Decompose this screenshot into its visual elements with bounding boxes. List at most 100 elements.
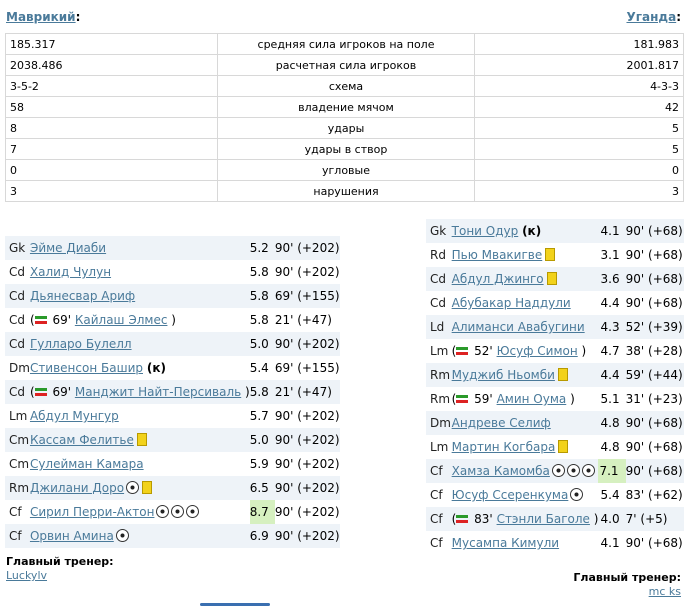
goal-ball-icon <box>186 505 200 518</box>
player-minutes: 90' (+68) <box>625 531 684 555</box>
stat-away-value: 5 <box>474 138 684 160</box>
player-minutes: 90' (+68) <box>625 435 684 459</box>
player-cell: Орвин Амина <box>29 524 250 548</box>
player-link[interactable]: Амин Оума <box>496 392 567 406</box>
home-team-header: Маврикий: <box>6 10 80 24</box>
yellow-card-icon <box>558 440 569 453</box>
player-minutes: 21' (+47) <box>274 308 340 332</box>
player-rating: 7.1 <box>598 459 626 483</box>
player-rating: 3.1 <box>598 243 626 267</box>
player-cell: ( 52' Юсуф Симон ) <box>451 339 599 363</box>
player-link[interactable]: Алиманси Авабугини <box>451 320 585 334</box>
away-coach-link[interactable]: mc ks <box>648 585 681 598</box>
stat-label: угловые <box>217 159 475 181</box>
player-row: Cd Халид Чулун 5.8 90' (+202) <box>5 260 340 284</box>
stats-row: 3-5-2 схема 4-3-3 <box>5 75 684 97</box>
player-rating: 4.3 <box>598 315 626 339</box>
player-row: Cd Абдул Джинго 3.6 90' (+68) <box>426 267 684 291</box>
player-cell: Абубакар Наддули <box>451 291 599 315</box>
player-position: Cm <box>5 452 30 476</box>
player-link[interactable]: Мартин Когбара <box>451 440 556 454</box>
scroll-indicator <box>200 603 270 606</box>
player-link[interactable]: Абдул Джинго <box>451 272 544 286</box>
player-link[interactable]: Стивенсон Башир <box>29 361 143 375</box>
player-link[interactable]: Халид Чулун <box>29 265 112 279</box>
player-link[interactable]: Сулейман Камара <box>29 457 144 471</box>
player-minutes: 59' (+44) <box>625 363 684 387</box>
player-rating: 5.8 <box>249 260 275 284</box>
yellow-card-icon <box>546 272 557 285</box>
player-position: Cd <box>5 332 30 356</box>
player-link[interactable]: Мусампа Кимули <box>451 536 560 550</box>
player-link[interactable]: Орвин Амина <box>29 529 114 543</box>
player-position: Rm <box>426 387 452 411</box>
player-minutes: 90' (+202) <box>274 404 340 428</box>
player-minutes: 90' (+68) <box>625 459 684 483</box>
home-coach-link[interactable]: Luckylv <box>6 569 48 582</box>
player-position: Cd <box>426 267 452 291</box>
yellow-card-icon <box>557 368 568 381</box>
away-coach-label: Главный тренер: <box>573 571 681 584</box>
player-position: Cd <box>426 291 452 315</box>
player-minutes: 83' (+62) <box>625 483 684 507</box>
stat-label: удары <box>217 117 475 139</box>
player-rating: 5.8 <box>249 284 275 308</box>
player-position: Rm <box>426 363 452 387</box>
player-link[interactable]: Юсуф Симон <box>496 344 578 358</box>
player-link[interactable]: Эйме Диаби <box>29 241 107 255</box>
player-link[interactable]: Кассам Фелитье <box>29 433 134 447</box>
player-minutes: 90' (+202) <box>274 452 340 476</box>
player-link[interactable]: Джилани Доро <box>29 481 125 495</box>
player-link[interactable]: Кайлаш Элмес <box>74 313 168 327</box>
player-position: Cf <box>426 459 452 483</box>
player-row: Lm Абдул Мунгур 5.7 90' (+202) <box>5 404 340 428</box>
player-link[interactable]: Манджит Найт-Персиваль <box>74 385 242 399</box>
player-link[interactable]: Муджиб Ньомби <box>451 368 555 382</box>
player-link[interactable]: Андреве Селиф <box>451 416 551 430</box>
player-position: Rm <box>5 476 30 500</box>
player-rating: 5.8 <box>249 380 275 404</box>
player-cell: Абдул Джинго <box>451 267 599 291</box>
player-position: Gk <box>5 236 30 260</box>
player-cell: Халид Чулун <box>29 260 250 284</box>
player-minutes: 31' (+23) <box>625 387 684 411</box>
player-link[interactable]: Сирил Перри-Актон <box>29 505 155 519</box>
stat-home-value: 3-5-2 <box>5 75 218 97</box>
sub-minute: 83' <box>474 512 493 526</box>
goal-ball-icon <box>115 529 129 542</box>
stats-row: 3 нарушения 3 <box>5 180 684 202</box>
player-cell: Кассам Фелитье <box>29 428 250 452</box>
home-team-link[interactable]: Маврикий <box>6 10 76 24</box>
player-link[interactable]: Пью Мвакигве <box>451 248 543 262</box>
stat-away-value: 4-3-3 <box>474 75 684 97</box>
player-position: Dm <box>426 411 452 435</box>
stat-away-value: 5 <box>474 117 684 139</box>
player-position: Cf <box>5 524 30 548</box>
player-row: Cf Юсуф Ссеренкума 5.4 83' (+62) <box>426 483 684 507</box>
player-cell: Стивенсон Башир (к) <box>29 356 250 380</box>
away-team-link[interactable]: Уганда <box>626 10 677 24</box>
stat-label: удары в створ <box>217 138 475 160</box>
player-cell: Сулейман Камара <box>29 452 250 476</box>
player-minutes: 90' (+68) <box>625 219 684 243</box>
player-minutes: 52' (+39) <box>625 315 684 339</box>
stat-away-value: 42 <box>474 96 684 118</box>
player-link[interactable]: Юсуф Ссеренкума <box>451 488 569 502</box>
match-stats-table: 185.317 средняя сила игроков на поле 181.9… <box>5 33 684 202</box>
player-link[interactable]: Абдул Мунгур <box>29 409 119 423</box>
player-minutes: 90' (+202) <box>274 332 340 356</box>
home-colon: : <box>75 10 81 24</box>
player-minutes: 69' (+155) <box>274 356 340 380</box>
player-link[interactable]: Хамза Камомба <box>451 464 550 478</box>
player-link[interactable]: Гулларо Булелл <box>29 337 132 351</box>
player-minutes: 90' (+202) <box>274 500 340 524</box>
home-lineup-table: Gk Эйме Диаби 5.2 90' (+202) Cd Халид Чулун 5.… <box>5 236 340 548</box>
substitution-icon <box>456 394 469 404</box>
player-link[interactable]: Стэнли Баголе <box>496 512 590 526</box>
player-minutes: 21' (+47) <box>274 380 340 404</box>
player-link[interactable]: Абубакар Наддули <box>451 296 571 310</box>
player-rating: 4.8 <box>598 435 626 459</box>
player-link[interactable]: Дьянесвар Ариф <box>29 289 136 303</box>
player-link[interactable]: Тони Одур <box>451 224 519 238</box>
player-cell: ( 59' Амин Оума ) <box>451 387 599 411</box>
